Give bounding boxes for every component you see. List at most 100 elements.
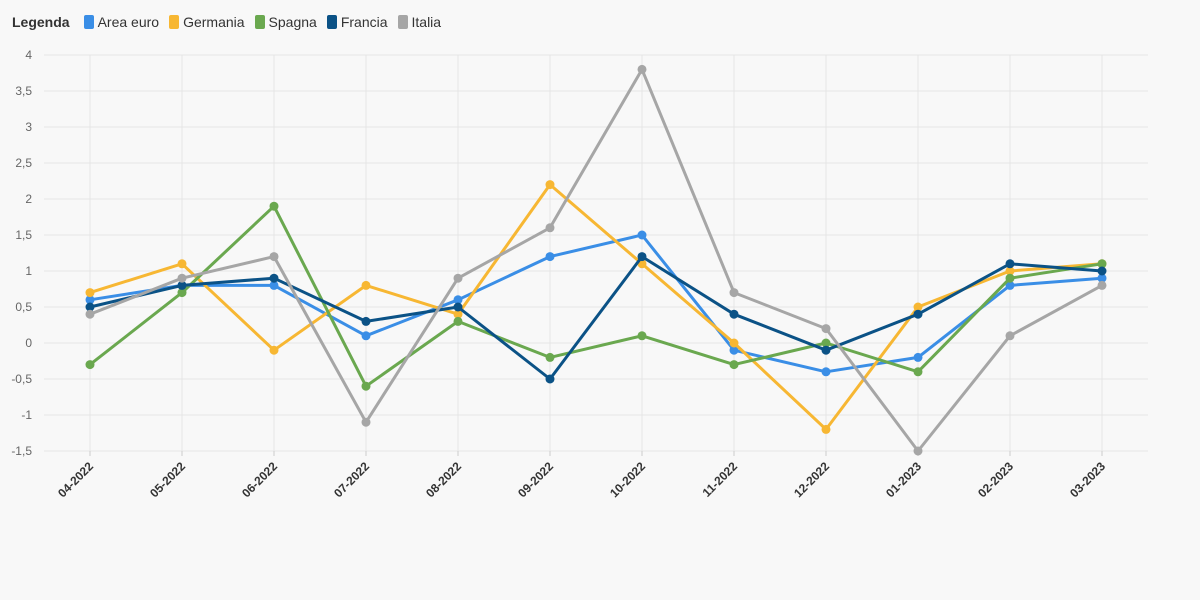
data-point	[269, 201, 279, 211]
y-tick-label: 3,5	[15, 84, 32, 98]
y-tick-label: 2	[25, 192, 32, 206]
legend-item-francia[interactable]: Francia	[326, 12, 388, 32]
data-point	[177, 288, 187, 298]
series-line-2	[88, 204, 1104, 388]
data-point	[821, 424, 831, 434]
data-point	[453, 309, 463, 319]
y-tick-label: 0,5	[15, 300, 32, 314]
data-point	[913, 309, 923, 319]
legend-swatch-germania	[169, 15, 180, 29]
chart-legend: Legenda Area euro Germania Spagna Franci…	[12, 12, 441, 32]
series-line-3	[88, 255, 1104, 381]
data-point	[85, 295, 95, 305]
data-point	[361, 280, 371, 290]
legend-item-italia[interactable]: Italia	[397, 12, 442, 32]
data-point	[1097, 266, 1107, 276]
x-tick-label: 10-2022	[607, 459, 648, 500]
y-tick-label: -1	[21, 408, 32, 422]
legend-swatch-italia	[397, 15, 408, 29]
legend-item-area-euro[interactable]: Area euro	[83, 12, 160, 32]
data-point	[913, 302, 923, 312]
x-tick-label: 03-2023	[1067, 459, 1108, 500]
data-point	[1097, 273, 1107, 283]
data-point	[177, 280, 187, 290]
data-point	[637, 64, 647, 74]
data-point	[269, 252, 279, 262]
data-point	[85, 288, 95, 298]
data-point	[85, 309, 95, 319]
legend-label-francia: Francia	[340, 14, 388, 30]
data-point	[821, 338, 831, 348]
x-tick-label: 09-2022	[515, 459, 556, 500]
x-tick-label: 07-2022	[331, 459, 372, 500]
data-point	[361, 417, 371, 427]
legend-swatch-area-euro	[83, 15, 94, 29]
data-point	[453, 316, 463, 326]
data-point	[1005, 266, 1015, 276]
data-point	[637, 331, 647, 341]
data-point	[545, 180, 555, 190]
data-point	[729, 345, 739, 355]
data-point	[85, 302, 95, 312]
data-point	[1005, 259, 1015, 269]
legend-label-germania: Germania	[183, 14, 245, 30]
x-tick-label: 08-2022	[423, 459, 464, 500]
data-point	[729, 338, 739, 348]
data-point	[729, 360, 739, 370]
x-tick-label: 06-2022	[239, 459, 280, 500]
data-point	[913, 352, 923, 362]
legend-swatch-spagna	[254, 15, 265, 29]
data-point	[913, 367, 923, 377]
data-point	[1005, 280, 1015, 290]
x-tick-label: 02-2023	[975, 459, 1016, 500]
data-point	[361, 331, 371, 341]
series-line-4	[88, 67, 1104, 453]
data-point	[177, 273, 187, 283]
data-point	[729, 288, 739, 298]
y-tick-label: -0,5	[11, 372, 32, 386]
data-point	[453, 273, 463, 283]
data-point	[269, 273, 279, 283]
data-point	[821, 367, 831, 377]
series-line-1	[88, 183, 1104, 431]
x-tick-label: 12-2022	[791, 459, 832, 500]
data-point	[545, 252, 555, 262]
x-tick-label: 04-2022	[55, 459, 96, 500]
data-point	[453, 302, 463, 312]
legend-label-area-euro: Area euro	[97, 14, 160, 30]
data-point	[821, 345, 831, 355]
legend-label-spagna: Spagna	[268, 14, 317, 30]
legend-swatch-francia	[326, 15, 337, 29]
series-line-0	[88, 233, 1104, 374]
legend-item-germania[interactable]: Germania	[169, 12, 245, 32]
y-tick-label: 4	[25, 48, 32, 62]
data-point	[545, 352, 555, 362]
data-point	[545, 223, 555, 233]
y-tick-label: 2,5	[15, 156, 32, 170]
data-point	[177, 259, 187, 269]
x-tick-label: 01-2023	[883, 459, 924, 500]
data-point	[1005, 331, 1015, 341]
data-point	[729, 309, 739, 319]
data-point	[85, 360, 95, 370]
data-point	[361, 381, 371, 391]
data-point	[361, 316, 371, 326]
data-point	[269, 280, 279, 290]
y-tick-label: 0	[25, 336, 32, 350]
y-tick-label: -1,5	[11, 444, 32, 458]
data-point	[637, 252, 647, 262]
y-tick-label: 1	[25, 264, 32, 278]
data-point	[1097, 259, 1107, 269]
data-point	[453, 295, 463, 305]
data-point	[821, 324, 831, 334]
y-tick-label: 1,5	[15, 228, 32, 242]
legend-title: Legenda	[12, 14, 70, 30]
data-point	[913, 446, 923, 456]
y-tick-label: 3	[25, 120, 32, 134]
x-tick-label: 05-2022	[147, 459, 188, 500]
legend-item-spagna[interactable]: Spagna	[254, 12, 317, 32]
legend-label-italia: Italia	[411, 14, 442, 30]
data-point	[269, 345, 279, 355]
x-tick-label: 11-2022	[700, 459, 741, 500]
